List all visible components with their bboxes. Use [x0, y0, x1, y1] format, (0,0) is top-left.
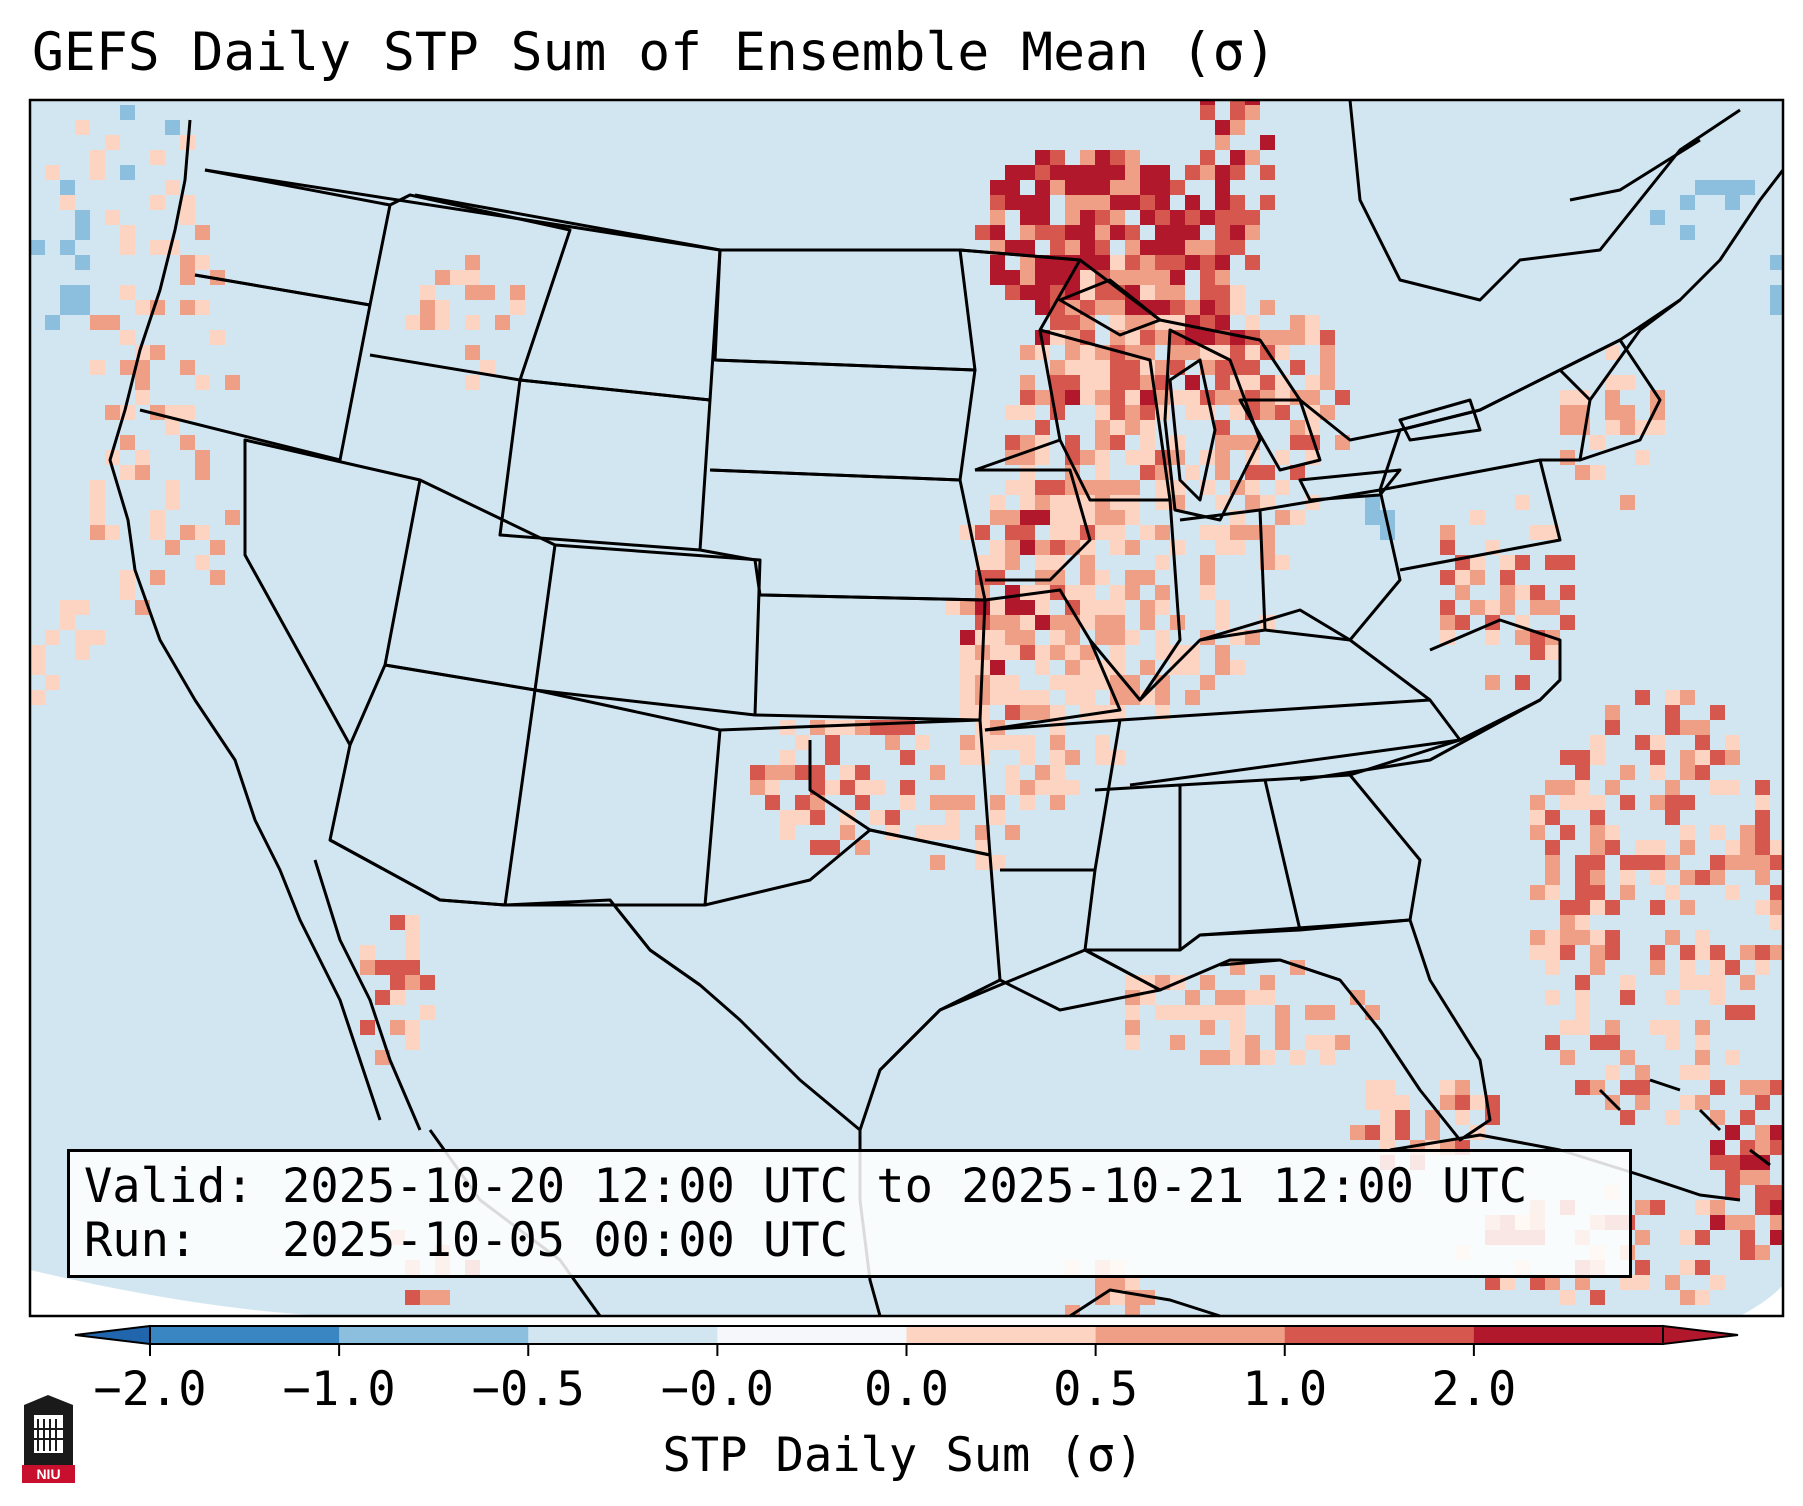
- colorbar-segment: [1284, 1326, 1475, 1344]
- colorbar-tick-label: 0.5: [1053, 1362, 1139, 1417]
- colorbar-tick-label: 1.0: [1242, 1362, 1328, 1417]
- colorbar-extend-high: [1662, 1324, 1739, 1346]
- colorbar-tick-label: 2.0: [1431, 1362, 1517, 1417]
- colorbar: [74, 1324, 1739, 1356]
- colorbar-segment: [339, 1326, 529, 1344]
- map-title: GEFS Daily STP Sum of Ensemble Mean (σ): [32, 22, 1277, 83]
- mexico-border: [329, 838, 701, 987]
- colorbar-extend-low: [74, 1324, 151, 1346]
- colorbar-segment: [150, 1326, 340, 1344]
- niu-logo: NIU: [22, 1395, 75, 1483]
- colorbar-tick-label: −0.0: [660, 1362, 774, 1417]
- stp-anomaly-cells: [30, 100, 1783, 1316]
- colorbar-label: STP Daily Sum (σ): [662, 1428, 1144, 1483]
- projection-edge: [30, 1270, 330, 1316]
- logo-text: NIU: [36, 1466, 60, 1482]
- colorbar-segment: [1095, 1326, 1286, 1344]
- colorbar-tick-label: −0.5: [471, 1362, 585, 1417]
- colorbar-tick-label: 0.0: [864, 1362, 949, 1417]
- great-lakes: [1058, 278, 1482, 502]
- colorbar-tick-label: −1.0: [282, 1362, 396, 1417]
- map-frame: [28, 98, 1785, 1318]
- valid-value: 2025-10-20 12:00 UTC to 2025-10-21 12:00…: [282, 1159, 1528, 1214]
- gulf-coastline: [878, 948, 1341, 1072]
- valid-run-box: Valid: 2025-10-20 12:00 UTC to 2025-10-2…: [67, 1149, 1632, 1278]
- map-background: [30, 100, 1783, 1316]
- colorbar-tick-label: −2.0: [93, 1362, 207, 1417]
- valid-label: Valid:: [84, 1159, 254, 1214]
- run-value: 2025-10-05 00:00 UTC: [282, 1213, 849, 1268]
- colorbar-segment: [717, 1326, 907, 1344]
- run-label: Run:: [84, 1213, 198, 1268]
- west-coastline: [108, 119, 382, 1121]
- colorbar-segment: [1473, 1326, 1664, 1344]
- colorbar-segment: [906, 1326, 1097, 1344]
- colorbar-segment: [528, 1326, 718, 1344]
